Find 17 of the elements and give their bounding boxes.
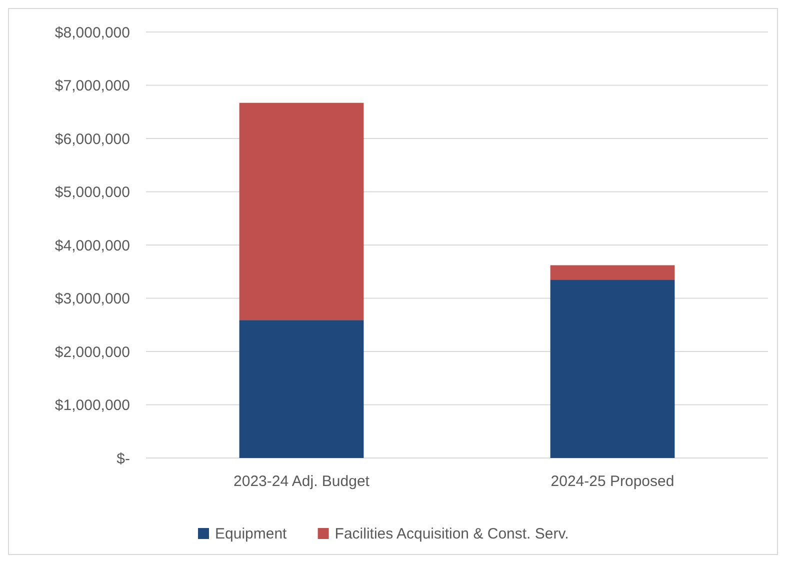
y-tick-label: $6,000,000: [54, 130, 130, 148]
y-tick-label: $7,000,000: [54, 78, 130, 94]
bar: [239, 102, 364, 320]
y-tick-label: $2,000,000: [54, 344, 130, 361]
y-tick-label: $3,000,000: [54, 290, 130, 308]
y-tick-label: $8,000,000: [54, 24, 130, 42]
bar: [550, 265, 675, 280]
bar: [550, 280, 675, 458]
x-tick-label: 2023-24 Adj. Budget: [234, 473, 370, 490]
y-tick-label: $-: [116, 450, 130, 468]
legend-label: Facilities Acquisition & Const. Serv.: [334, 525, 569, 542]
x-tick-label: 2024-25 Proposed: [550, 473, 674, 490]
y-tick-label: $4,000,000: [54, 237, 130, 254]
y-tick-label: $1,000,000: [54, 397, 130, 414]
y-tick-label: $5,000,000: [54, 184, 130, 201]
bar: [239, 320, 364, 458]
legend-label: Equipment: [215, 525, 288, 542]
